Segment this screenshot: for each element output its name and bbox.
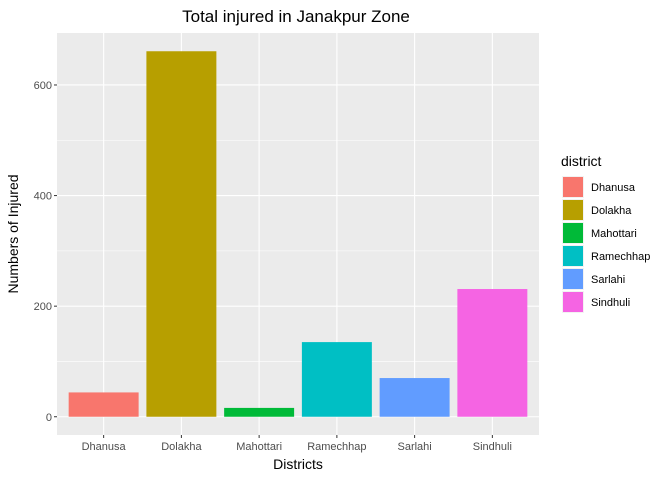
bar-sindhuli — [457, 289, 528, 417]
legend-label: Dolakha — [591, 205, 632, 217]
x-tick-label: Sarlahi — [397, 441, 431, 453]
legend-key-dhanusa — [563, 177, 583, 197]
bar-ramechhap — [301, 342, 372, 417]
chart-title: Total injured in Janakpur Zone — [182, 7, 410, 26]
legend-label: Mahottari — [591, 228, 637, 240]
legend-title: district — [561, 153, 602, 169]
x-tick-label: Dhanusa — [82, 441, 127, 453]
legend-key-dolakha — [563, 200, 583, 220]
legend-label: Ramechhap — [591, 251, 650, 263]
legend: district Dhanusa Dolakha Mahottari Ramechha… — [561, 153, 650, 313]
y-axis-ticks: 0 200 400 600 — [34, 80, 57, 424]
x-axis-ticks: Dhanusa Dolakha Mahottari Ramechhap Sarlahi S… — [82, 435, 512, 453]
legend-key-mahottari — [563, 223, 583, 243]
x-tick-label: Dolakha — [161, 441, 202, 453]
legend-label: Sindhuli — [591, 297, 630, 309]
legend-key-sarlahi — [563, 269, 583, 289]
bar-dhanusa — [68, 392, 139, 417]
legend-label: Sarlahi — [591, 274, 625, 286]
x-tick-label: Sindhuli — [473, 441, 512, 453]
bar-mahottari — [224, 407, 295, 417]
y-tick-label: 600 — [34, 80, 52, 92]
legend-key-sindhuli — [563, 292, 583, 312]
x-tick-label: Ramechhap — [307, 441, 366, 453]
legend-key-ramechhap — [563, 246, 583, 266]
x-tick-label: Mahottari — [236, 441, 282, 453]
bar-dolakha — [146, 51, 217, 417]
bar-sarlahi — [379, 378, 450, 417]
y-tick-label: 200 — [34, 301, 52, 313]
bars — [68, 51, 528, 417]
x-axis-title: Districts — [273, 456, 323, 472]
y-tick-label: 0 — [46, 412, 52, 424]
y-axis-title: Numbers of Injured — [5, 174, 21, 293]
legend-label: Dhanusa — [591, 182, 636, 194]
y-tick-label: 400 — [34, 191, 52, 203]
